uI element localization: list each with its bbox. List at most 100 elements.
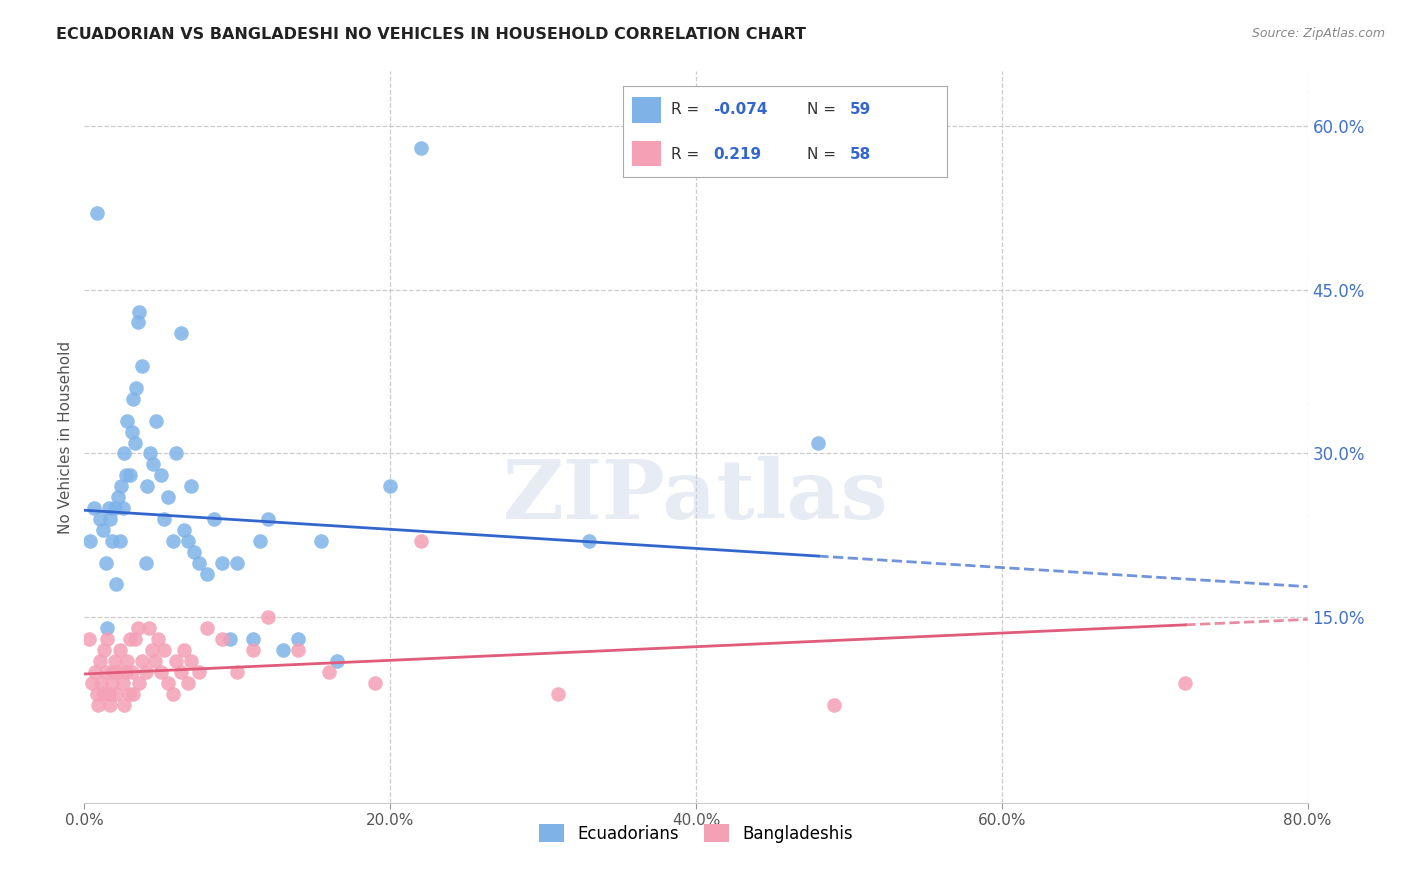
Point bbox=[97, 687, 120, 701]
Point bbox=[94, 665, 117, 679]
Point bbox=[145, 414, 167, 428]
Point bbox=[287, 643, 309, 657]
Point bbox=[96, 621, 118, 635]
Point bbox=[98, 512, 121, 526]
Point bbox=[104, 501, 127, 516]
Point bbox=[115, 654, 138, 668]
Point bbox=[93, 643, 115, 657]
Point bbox=[80, 675, 103, 690]
Point bbox=[149, 665, 172, 679]
Point bbox=[86, 206, 108, 220]
Point bbox=[807, 435, 830, 450]
Point bbox=[257, 512, 280, 526]
Point bbox=[121, 425, 143, 439]
Point bbox=[138, 621, 160, 635]
Text: Source: ZipAtlas.com: Source: ZipAtlas.com bbox=[1251, 27, 1385, 40]
Point bbox=[547, 687, 569, 701]
Point bbox=[112, 698, 135, 712]
Point bbox=[142, 458, 165, 472]
Point bbox=[90, 675, 112, 690]
Point bbox=[87, 698, 110, 712]
Point bbox=[202, 512, 225, 526]
Point bbox=[180, 654, 202, 668]
Point bbox=[77, 632, 100, 646]
Point bbox=[211, 632, 233, 646]
Point bbox=[188, 556, 211, 570]
Point bbox=[122, 687, 145, 701]
Point bbox=[162, 687, 184, 701]
Point bbox=[287, 632, 309, 646]
Point bbox=[120, 632, 142, 646]
Point bbox=[105, 687, 128, 701]
Point bbox=[128, 304, 150, 318]
Point bbox=[101, 675, 124, 690]
Point bbox=[105, 577, 128, 591]
Point bbox=[318, 665, 340, 679]
Point bbox=[104, 654, 127, 668]
Point bbox=[120, 468, 142, 483]
Point bbox=[218, 632, 240, 646]
Point bbox=[83, 501, 105, 516]
Point bbox=[108, 533, 131, 548]
Point bbox=[111, 675, 134, 690]
Point bbox=[91, 523, 114, 537]
Point bbox=[131, 359, 153, 373]
Point bbox=[311, 533, 333, 548]
Point bbox=[180, 479, 202, 493]
Point bbox=[115, 414, 138, 428]
Point bbox=[157, 675, 180, 690]
Point bbox=[114, 468, 136, 483]
Point bbox=[170, 326, 193, 341]
Point bbox=[135, 665, 157, 679]
Point bbox=[98, 698, 121, 712]
Point bbox=[195, 621, 218, 635]
Point bbox=[96, 632, 118, 646]
Point bbox=[143, 654, 166, 668]
Point bbox=[177, 533, 200, 548]
Point bbox=[107, 490, 129, 504]
Point bbox=[823, 698, 845, 712]
Point bbox=[242, 632, 264, 646]
Point bbox=[380, 479, 402, 493]
Point bbox=[89, 512, 111, 526]
Point bbox=[271, 643, 294, 657]
Point bbox=[112, 446, 135, 460]
Point bbox=[118, 687, 141, 701]
Point bbox=[124, 632, 146, 646]
Point bbox=[242, 643, 264, 657]
Point bbox=[141, 643, 163, 657]
Point bbox=[195, 566, 218, 581]
Point bbox=[111, 501, 134, 516]
Point bbox=[139, 446, 162, 460]
Point bbox=[108, 643, 131, 657]
Point bbox=[131, 654, 153, 668]
Point bbox=[165, 654, 187, 668]
Point bbox=[128, 675, 150, 690]
Point bbox=[249, 533, 271, 548]
Point bbox=[325, 654, 347, 668]
Point bbox=[153, 512, 176, 526]
Point bbox=[121, 665, 143, 679]
Point bbox=[153, 643, 176, 657]
Point bbox=[578, 533, 600, 548]
Point bbox=[79, 533, 101, 548]
Point bbox=[157, 490, 180, 504]
Point bbox=[103, 665, 125, 679]
Point bbox=[183, 545, 205, 559]
Point bbox=[1174, 675, 1197, 690]
Point bbox=[136, 479, 159, 493]
Point bbox=[162, 533, 184, 548]
Point bbox=[173, 643, 195, 657]
Point bbox=[114, 665, 136, 679]
Point bbox=[364, 675, 387, 690]
Point bbox=[110, 479, 132, 493]
Point bbox=[125, 381, 148, 395]
Point bbox=[177, 675, 200, 690]
Point bbox=[226, 556, 249, 570]
Text: ECUADORIAN VS BANGLADESHI NO VEHICLES IN HOUSEHOLD CORRELATION CHART: ECUADORIAN VS BANGLADESHI NO VEHICLES IN… bbox=[56, 27, 806, 42]
Point bbox=[409, 141, 432, 155]
Point bbox=[107, 665, 129, 679]
Point bbox=[84, 665, 107, 679]
Point bbox=[173, 523, 195, 537]
Point bbox=[122, 392, 145, 406]
